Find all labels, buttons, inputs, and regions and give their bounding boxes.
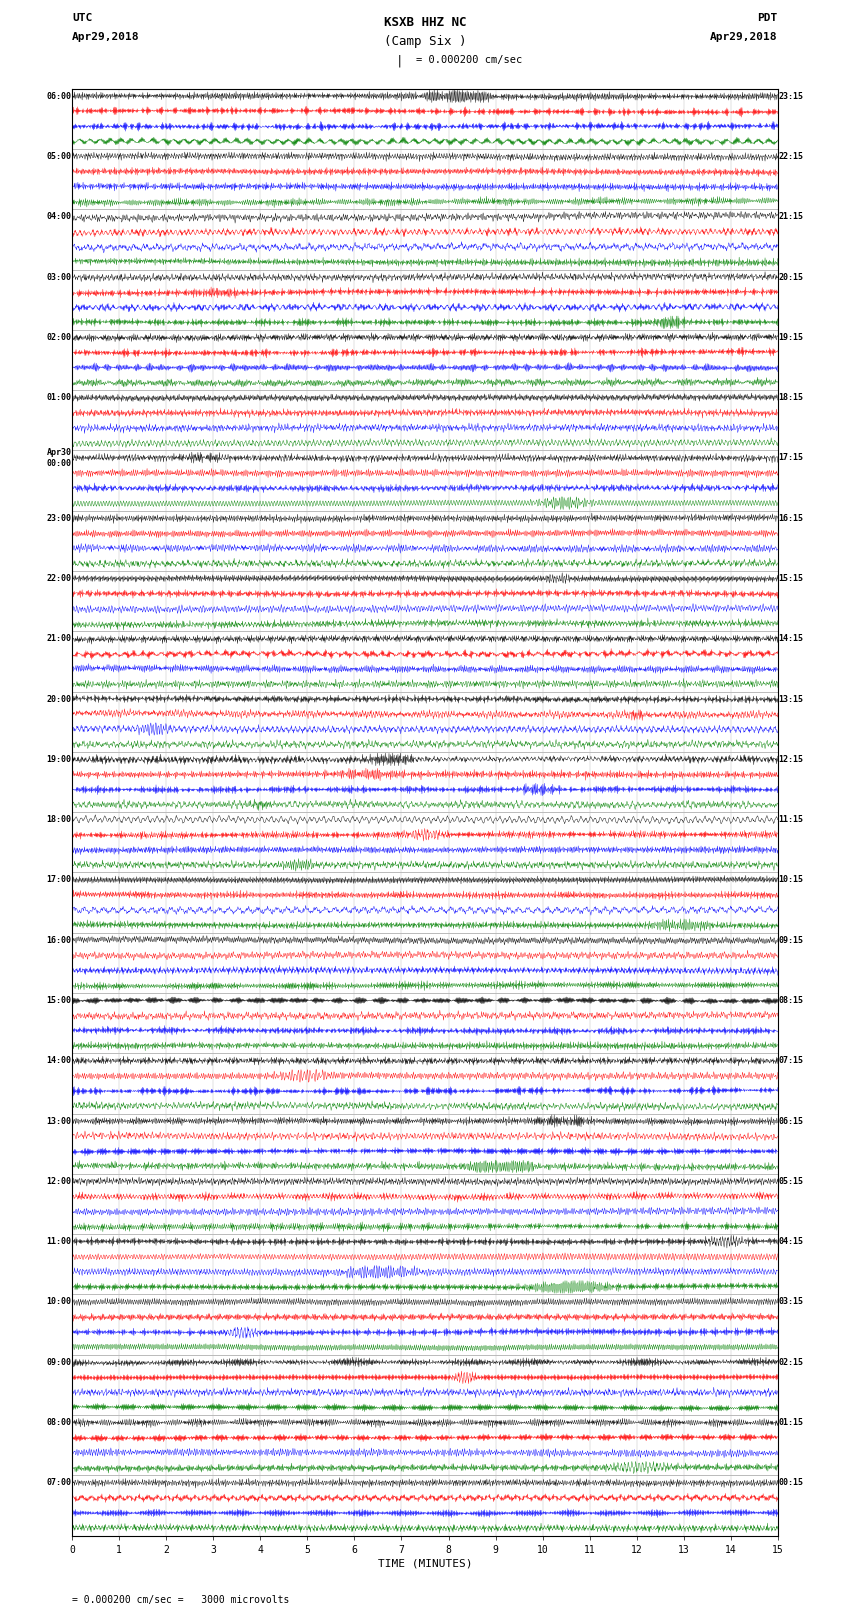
- Text: = 0.000200 cm/sec: = 0.000200 cm/sec: [416, 55, 523, 65]
- Text: 21:00: 21:00: [47, 634, 71, 644]
- Text: 23:15: 23:15: [779, 92, 803, 100]
- Text: 02:00: 02:00: [47, 332, 71, 342]
- X-axis label: TIME (MINUTES): TIME (MINUTES): [377, 1558, 473, 1569]
- Text: 04:15: 04:15: [779, 1237, 803, 1247]
- Text: 23:00: 23:00: [47, 515, 71, 523]
- Text: 02:15: 02:15: [779, 1358, 803, 1366]
- Text: 19:15: 19:15: [779, 332, 803, 342]
- Text: 14:00: 14:00: [47, 1057, 71, 1065]
- Text: 16:15: 16:15: [779, 515, 803, 523]
- Text: 01:00: 01:00: [47, 394, 71, 402]
- Text: UTC: UTC: [72, 13, 93, 23]
- Text: 11:00: 11:00: [47, 1237, 71, 1247]
- Text: 18:00: 18:00: [47, 815, 71, 824]
- Text: 21:15: 21:15: [779, 213, 803, 221]
- Text: 01:15: 01:15: [779, 1418, 803, 1428]
- Text: = 0.000200 cm/sec =   3000 microvolts: = 0.000200 cm/sec = 3000 microvolts: [72, 1595, 290, 1605]
- Text: 22:15: 22:15: [779, 152, 803, 161]
- Text: 12:00: 12:00: [47, 1177, 71, 1186]
- Text: 06:00: 06:00: [47, 92, 71, 100]
- Text: 10:15: 10:15: [779, 876, 803, 884]
- Text: 03:00: 03:00: [47, 273, 71, 282]
- Text: 13:00: 13:00: [47, 1116, 71, 1126]
- Text: (Camp Six ): (Camp Six ): [383, 35, 467, 48]
- Text: PDT: PDT: [757, 13, 778, 23]
- Text: 11:15: 11:15: [779, 815, 803, 824]
- Text: 09:00: 09:00: [47, 1358, 71, 1366]
- Text: 18:15: 18:15: [779, 394, 803, 402]
- Text: 09:15: 09:15: [779, 936, 803, 945]
- Text: 16:00: 16:00: [47, 936, 71, 945]
- Text: 19:00: 19:00: [47, 755, 71, 765]
- Text: 05:15: 05:15: [779, 1177, 803, 1186]
- Text: 08:00: 08:00: [47, 1418, 71, 1428]
- Text: 17:15: 17:15: [779, 453, 803, 463]
- Text: 10:00: 10:00: [47, 1297, 71, 1307]
- Text: 06:15: 06:15: [779, 1116, 803, 1126]
- Text: 15:00: 15:00: [47, 997, 71, 1005]
- Text: 17:00: 17:00: [47, 876, 71, 884]
- Text: 08:15: 08:15: [779, 997, 803, 1005]
- Text: 07:00: 07:00: [47, 1479, 71, 1487]
- Text: Apr30
00:00: Apr30 00:00: [47, 448, 71, 468]
- Text: 03:15: 03:15: [779, 1297, 803, 1307]
- Text: 04:00: 04:00: [47, 213, 71, 221]
- Text: Apr29,2018: Apr29,2018: [72, 32, 139, 42]
- Text: 20:00: 20:00: [47, 695, 71, 703]
- Text: 14:15: 14:15: [779, 634, 803, 644]
- Text: Apr29,2018: Apr29,2018: [711, 32, 778, 42]
- Text: KSXB HHZ NC: KSXB HHZ NC: [383, 16, 467, 29]
- Text: 13:15: 13:15: [779, 695, 803, 703]
- Text: |: |: [396, 55, 403, 68]
- Text: 15:15: 15:15: [779, 574, 803, 582]
- Text: 22:00: 22:00: [47, 574, 71, 582]
- Text: 05:00: 05:00: [47, 152, 71, 161]
- Text: 12:15: 12:15: [779, 755, 803, 765]
- Text: 07:15: 07:15: [779, 1057, 803, 1065]
- Text: 20:15: 20:15: [779, 273, 803, 282]
- Text: 00:15: 00:15: [779, 1479, 803, 1487]
